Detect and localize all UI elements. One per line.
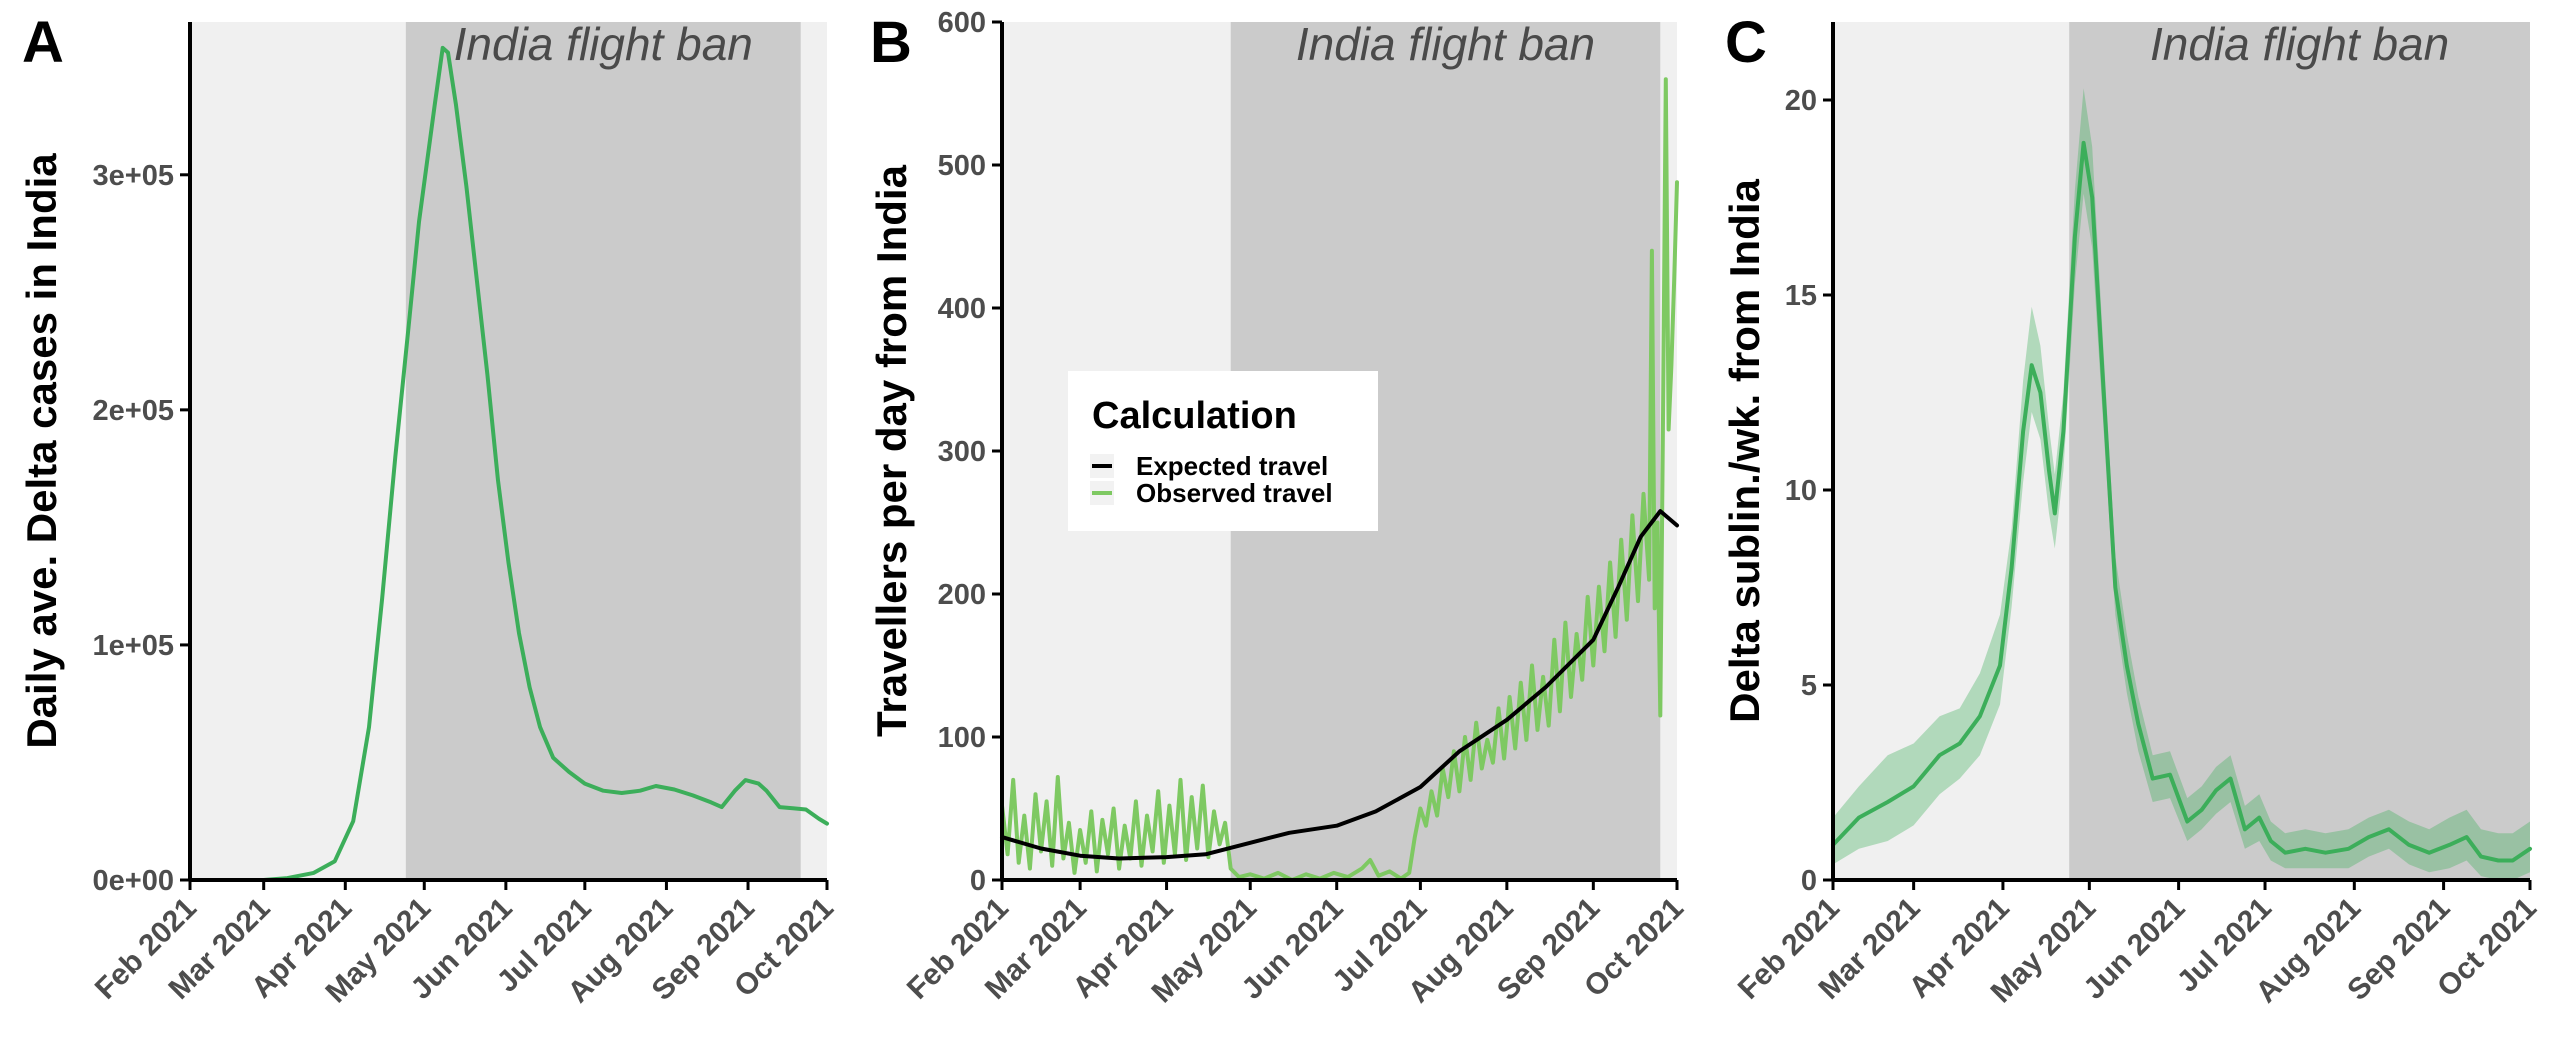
y-tick-label: 0e+00 (93, 865, 174, 897)
observed-travel-line (1000, 77, 1679, 882)
y-tick-label: 100 (938, 722, 986, 754)
y-tick-label: 2e+05 (93, 395, 174, 427)
data-line (261, 45, 829, 882)
y-axis-title: Delta sublin./wk. from India (1721, 178, 1768, 722)
flight-ban-region (405, 22, 801, 880)
data-line (1831, 140, 2532, 863)
flight-ban-label: India flight ban (454, 18, 753, 70)
y-tick-label: 0 (1801, 865, 1817, 897)
y-axis-title: Travellers per day from India (868, 164, 915, 737)
flight-ban-region (2069, 22, 2530, 880)
legend-title: Calculation (1092, 395, 1297, 437)
y-tick-label: 600 (938, 7, 986, 39)
legend-item-label: Observed travel (1136, 478, 1333, 508)
confidence-band (1833, 88, 2530, 881)
y-tick-label: 1e+05 (93, 630, 174, 662)
legend-box (1068, 371, 1378, 531)
y-tick-label: 5 (1801, 670, 1817, 702)
y-axis-title: Daily ave. Delta cases in India (18, 153, 65, 749)
legend-item-label: Expected travel (1136, 451, 1328, 481)
panel-letter: B (870, 10, 912, 75)
y-tick-label: 400 (938, 293, 986, 325)
y-tick-label: 200 (938, 579, 986, 611)
y-tick-label: 15 (1785, 280, 1817, 312)
flight-ban-label: India flight ban (2150, 18, 2449, 70)
y-tick-label: 300 (938, 436, 986, 468)
flight-ban-label: India flight ban (1296, 18, 1595, 70)
panel-letter: A (22, 10, 64, 75)
expected-travel-line (1000, 509, 1679, 861)
panel-letter: C (1725, 10, 1767, 75)
y-tick-label: 0 (970, 865, 986, 897)
y-tick-label: 10 (1785, 475, 1817, 507)
y-tick-label: 3e+05 (93, 160, 174, 192)
panel-a: India flight ban0e+001e+052e+053e+05Feb … (18, 10, 840, 1009)
y-tick-label: 500 (938, 150, 986, 182)
y-tick-label: 20 (1785, 85, 1817, 117)
